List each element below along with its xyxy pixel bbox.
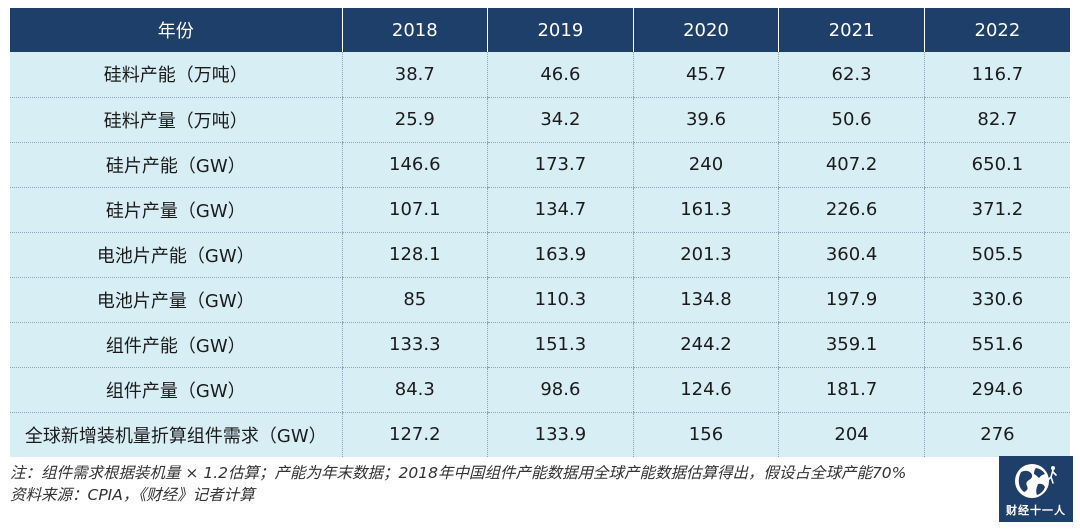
table-cell: 133.9 [487,412,634,457]
table-row: 硅料产量（万吨） 25.9 34.2 39.6 50.6 82.7 [10,97,1070,143]
table-cell: 34.2 [487,97,634,143]
table-cell: 173.7 [487,142,634,188]
table-row: 电池片产能（GW） 128.1 163.9 201.3 360.4 505.5 [10,232,1070,278]
table-cell: 197.9 [778,277,925,323]
table-cell: 107.1 [341,187,488,233]
table-cell: 46.6 [487,52,634,98]
table-cell: 156 [632,412,779,457]
table-cell: 201.3 [632,232,779,278]
table-row: 硅片产量（GW） 107.1 134.7 161.3 226.6 371.2 [10,187,1070,233]
table-cell: 650.1 [923,142,1070,188]
publisher-logo: 财经十一人 [999,456,1073,522]
footnote-source: 资料来源：CPIA，《财经》记者计算 [10,486,255,504]
table-cell: 124.6 [632,367,779,413]
table-row: 硅料产能（万吨） 38.7 46.6 45.7 62.3 116.7 [10,52,1070,98]
table-cell: 133.3 [341,322,488,368]
table-cell: 110.3 [487,277,634,323]
row-label: 组件产量（GW） [10,367,342,413]
table-cell: 204 [778,412,925,457]
table-cell: 505.5 [923,232,1070,278]
table-cell: 50.6 [778,97,925,143]
row-label: 电池片产量（GW） [10,277,342,323]
header-cell-2020: 2020 [632,8,779,52]
table-cell: 371.2 [923,187,1070,233]
header-cell-year-label: 年份 [10,8,342,52]
header-cell-2018: 2018 [341,8,488,52]
header-cell-2021: 2021 [778,8,925,52]
table-cell: 127.2 [341,412,488,457]
header-cell-2022: 2022 [923,8,1070,52]
table-row: 硅片产能（GW） 146.6 173.7 240 407.2 650.1 [10,142,1070,188]
table-cell: 38.7 [341,52,488,98]
logo-label: 财经十一人 [1006,504,1066,517]
table-cell: 359.1 [778,322,925,368]
table-cell: 551.6 [923,322,1070,368]
row-label: 硅片产能（GW） [10,142,342,188]
table-cell: 25.9 [341,97,488,143]
table-cell: 134.7 [487,187,634,233]
table-cell: 128.1 [341,232,488,278]
data-table-container: 年份 2018 2019 2020 2021 2022 硅料产能（万吨） 38.… [10,8,1070,457]
table-cell: 294.6 [923,367,1070,413]
table-cell: 146.6 [341,142,488,188]
table-cell: 98.6 [487,367,634,413]
table-cell: 407.2 [778,142,925,188]
table-row: 全球新增装机量折算组件需求（GW） 127.2 133.9 156 204 27… [10,412,1070,457]
data-table: 年份 2018 2019 2020 2021 2022 硅料产能（万吨） 38.… [10,8,1070,457]
row-label: 组件产能（GW） [10,322,342,368]
table-cell: 226.6 [778,187,925,233]
table-row: 电池片产量（GW） 85 110.3 134.8 197.9 330.6 [10,277,1070,323]
table-cell: 163.9 [487,232,634,278]
globe-icon [1015,464,1057,498]
row-label: 硅料产量（万吨） [10,97,342,143]
table-cell: 116.7 [923,52,1070,98]
header-cell-2019: 2019 [487,8,634,52]
table-cell: 85 [341,277,488,323]
row-label: 硅料产能（万吨） [10,52,342,98]
table-cell: 360.4 [778,232,925,278]
table-cell: 39.6 [632,97,779,143]
table-row: 组件产能（GW） 133.3 151.3 244.2 359.1 551.6 [10,322,1070,368]
row-label: 硅片产量（GW） [10,187,342,233]
table-cell: 82.7 [923,97,1070,143]
table-row: 组件产量（GW） 84.3 98.6 124.6 181.7 294.6 [10,367,1070,413]
row-label: 全球新增装机量折算组件需求（GW） [10,412,342,457]
header-row: 年份 2018 2019 2020 2021 2022 [10,8,1070,52]
table-cell: 134.8 [632,277,779,323]
table-cell: 62.3 [778,52,925,98]
table-cell: 151.3 [487,322,634,368]
row-label: 电池片产能（GW） [10,232,342,278]
footnotes: 注：组件需求根据装机量 × 1.2估算；产能为年末数据；2018年中国组件产能数… [10,462,990,506]
table-cell: 240 [632,142,779,188]
table-cell: 330.6 [923,277,1070,323]
table-cell: 276 [923,412,1070,457]
table-cell: 84.3 [341,367,488,413]
table-cell: 244.2 [632,322,779,368]
table-cell: 161.3 [632,187,779,233]
table-cell: 181.7 [778,367,925,413]
footnote-note: 注：组件需求根据装机量 × 1.2估算；产能为年末数据；2018年中国组件产能数… [10,464,907,482]
table-cell: 45.7 [632,52,779,98]
